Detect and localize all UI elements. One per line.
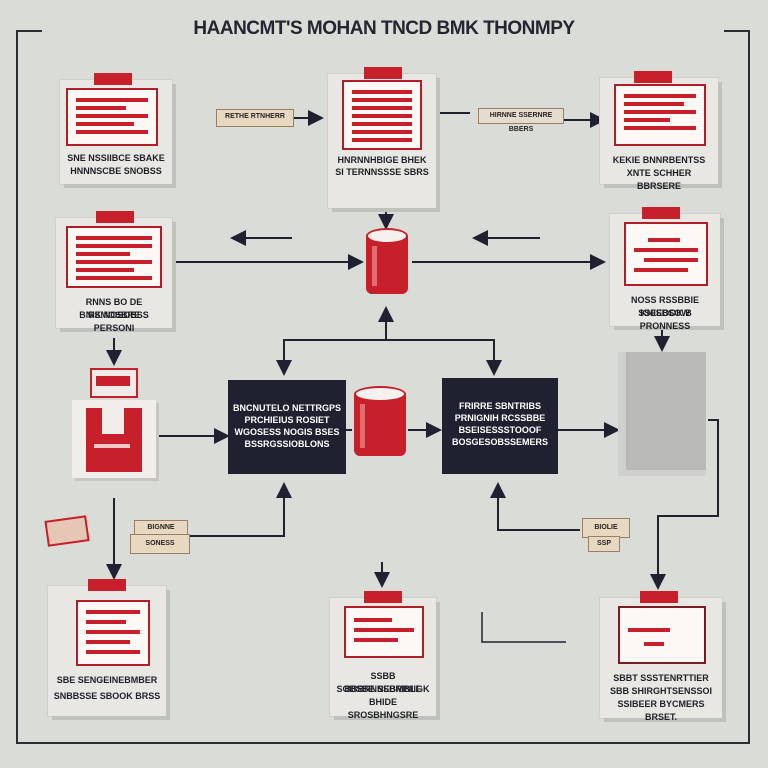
box-text-line: WGOSESS NOGIS BSES: [234, 427, 340, 437]
card-caption-line-1: RNNS BO DE RSMOSBRE: [85, 297, 143, 320]
storage-block: [618, 352, 706, 476]
arrow-label-top-left: RETHE RTNHERR: [216, 109, 294, 127]
card-caption-line-2: SOBSBE SSBRINIIGK: [336, 684, 430, 694]
note-right-bottom: SSP: [588, 536, 620, 552]
box-text-line: PRNIGNIH RCSSBBE: [454, 413, 546, 423]
card-tag: [640, 591, 678, 603]
card-tag: [364, 67, 402, 79]
card-tag: [96, 211, 134, 223]
database-cylinder-center: [354, 386, 406, 456]
card-caption-line-2: SBB SHIRGHTSENSSOI: [609, 686, 712, 696]
card-caption-line-1: HNRNNHBIGE BHEK: [337, 155, 427, 165]
card-caption-line-1: SBBT SSSTENRTTIER: [613, 673, 709, 683]
document-icon: [344, 606, 424, 658]
card-caption-line-2: XNTE SCHHER BBRSERE: [626, 168, 692, 191]
card-caption-line-1: SBE SENGEINEBMBER: [56, 675, 158, 685]
card-caption-line-1: SSBB BBBRNNEBMBLE: [344, 671, 422, 694]
card-caption-line-1: SNE NSSIIBCE SBAKE: [67, 153, 165, 163]
document-icon: [624, 222, 708, 286]
frame-bottom-line: [16, 742, 750, 744]
card-tag: [94, 73, 132, 85]
card-tag: [634, 71, 672, 83]
card-tag: [642, 207, 680, 219]
document-icon: [66, 88, 158, 146]
database-cylinder-top: [366, 228, 408, 294]
box-text-line: BOSGESOBSSEMERS: [451, 437, 549, 447]
process-card-top-left[interactable]: SNE NSSIIBCE SBAKE HNNNSCBE SNOBSS: [60, 73, 172, 184]
card-caption-line-3: SSIBEER BYCMERS BRSET.: [617, 699, 705, 722]
frame-left-line: [16, 30, 18, 744]
note-right-top: BIOLIE: [582, 518, 630, 538]
process-box-left[interactable]: BNCNUTELO NETTRGPS PRCHIEIUS ROSIET WGOS…: [228, 380, 346, 474]
process-card-bottom-center[interactable]: SSBB BBBRNNEBMBLE SOBSBE SSBRINIIGK BHID…: [330, 591, 436, 720]
frame-top-right-tick: [724, 30, 750, 32]
document-icon: [618, 606, 706, 664]
box-text-line: BSEISESSSTOOOF: [458, 425, 542, 435]
card-caption-line-2: SI TERNNSSSE SBRS: [335, 167, 429, 177]
document-icon: [342, 80, 422, 150]
box-text-line: FRIRRE SBNTRIBS: [458, 401, 541, 411]
frame-top-left-tick: [16, 30, 42, 32]
card-caption-line-2: SNBBSSE SBOOK BRSS: [53, 691, 161, 701]
note-left-bottom: SONESS: [130, 534, 190, 554]
frame-right-line: [748, 30, 750, 744]
card-tag: [364, 591, 402, 603]
diagram-title: HAANCMT'S MOHAN TNCD BMK THONMPY: [193, 18, 575, 39]
red-device-icon: [72, 368, 156, 478]
box-text-line: BNCNUTELO NETTRGPS: [233, 403, 341, 413]
arrow-label-top-right: HIRNNE SSERNRE BBERS: [478, 108, 564, 133]
card-tag: [88, 579, 126, 591]
card-caption-line-2: HNNNSCBE SNOBSS: [70, 166, 162, 176]
process-card-mid-left[interactable]: RNNS BO DE RSMOSBRE BNIK NOSOBSS PERSONI: [56, 211, 172, 333]
document-icon: [614, 84, 706, 146]
process-card-top-center[interactable]: HNRNNHBIGE BHEK SI TERNNSSSE SBRS: [328, 67, 436, 208]
process-card-mid-right[interactable]: NOSS RSSBBIE SSEEOOK B KNISBSOW PRONNESS: [610, 207, 720, 331]
card-caption-line-2: KNISBSOW PRONNESS: [639, 308, 691, 331]
card-caption-line-1: NOSS RSSBBIE SSEEOOK B: [630, 295, 699, 318]
card-caption-line-2: BNIK NOSOBSS PERSONI: [79, 310, 149, 333]
document-icon: [66, 226, 162, 288]
box-text-line: BSSRGSSIOBLONS: [244, 439, 330, 449]
card-caption-line-1: KEKIE BNNRBENTSS: [612, 155, 706, 165]
process-card-bottom-left[interactable]: SBE SENGEINEBMBER SNBBSSE SBOOK BRSS: [48, 579, 166, 716]
card-caption-line-3: BHIDE SROSBHNGSRE: [347, 697, 419, 720]
document-icon: [76, 600, 150, 666]
box-text-line: PRCHIEIUS ROSIET: [244, 415, 330, 425]
process-card-top-right[interactable]: KEKIE BNNRBENTSS XNTE SCHHER BBRSERE: [600, 71, 718, 191]
process-box-right[interactable]: FRIRRE SBNTRIBS PRNIGNIH RCSSBBE BSEISES…: [442, 378, 558, 474]
process-card-bottom-right[interactable]: SBBT SSSTENRTTIER SBB SHIRGHTSENSSOI SSI…: [600, 591, 722, 722]
